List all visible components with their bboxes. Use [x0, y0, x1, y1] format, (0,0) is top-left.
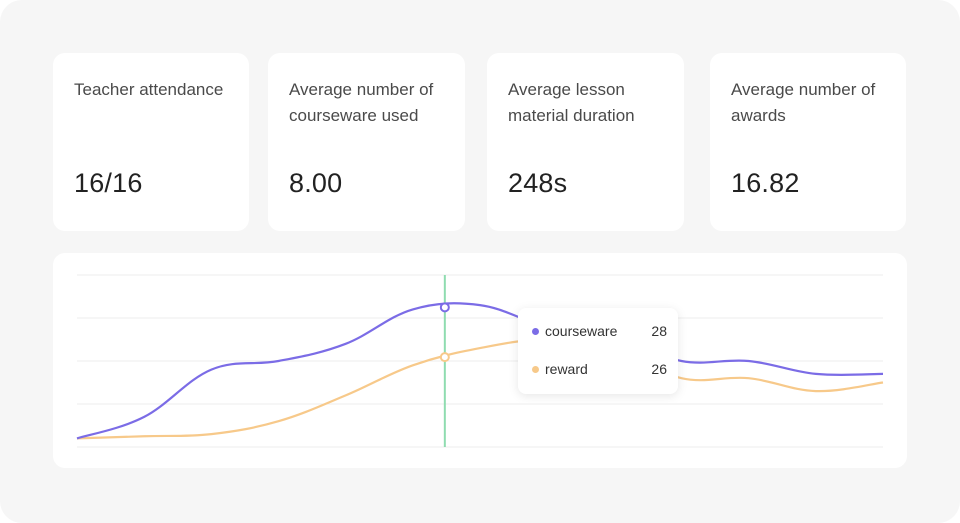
highlight-point-reward — [439, 352, 450, 363]
stat-label: Average lesson material duration — [508, 80, 635, 125]
stat-card-teacher-attendance: Teacher attendance 16/16 — [53, 53, 249, 231]
tooltip-series-name: courseware — [545, 323, 618, 339]
stat-card-awards: Average number of awards 16.82 — [710, 53, 906, 231]
chart-tooltip: courseware 28 reward 26 — [518, 308, 678, 394]
stat-card-lesson-duration: Average lesson material duration 248s — [487, 53, 684, 231]
trend-chart-card[interactable] — [53, 253, 907, 468]
stat-card-courseware-used: Average number of courseware used 8.00 — [268, 53, 465, 231]
series-line-courseware — [76, 302, 884, 440]
stat-value: 248s — [508, 168, 568, 198]
trend-chart[interactable] — [53, 253, 907, 468]
stat-label: Average number of courseware used — [289, 80, 434, 125]
highlight-point-courseware — [439, 302, 450, 313]
stat-value: 8.00 — [289, 168, 343, 198]
series-dot-icon — [532, 327, 539, 335]
tooltip-row-reward: reward 26 — [532, 359, 667, 379]
series-line-reward — [76, 338, 884, 440]
tooltip-series-value: 26 — [651, 361, 667, 377]
stat-value: 16/16 — [74, 168, 143, 198]
stat-value: 16.82 — [731, 168, 800, 198]
tooltip-row-courseware: courseware 28 — [532, 321, 667, 341]
series-dot-icon — [532, 365, 539, 373]
stat-label: Average number of awards — [731, 80, 876, 125]
tooltip-series-name: reward — [545, 361, 588, 377]
tooltip-series-value: 28 — [651, 323, 667, 339]
stat-label: Teacher attendance — [74, 80, 224, 99]
